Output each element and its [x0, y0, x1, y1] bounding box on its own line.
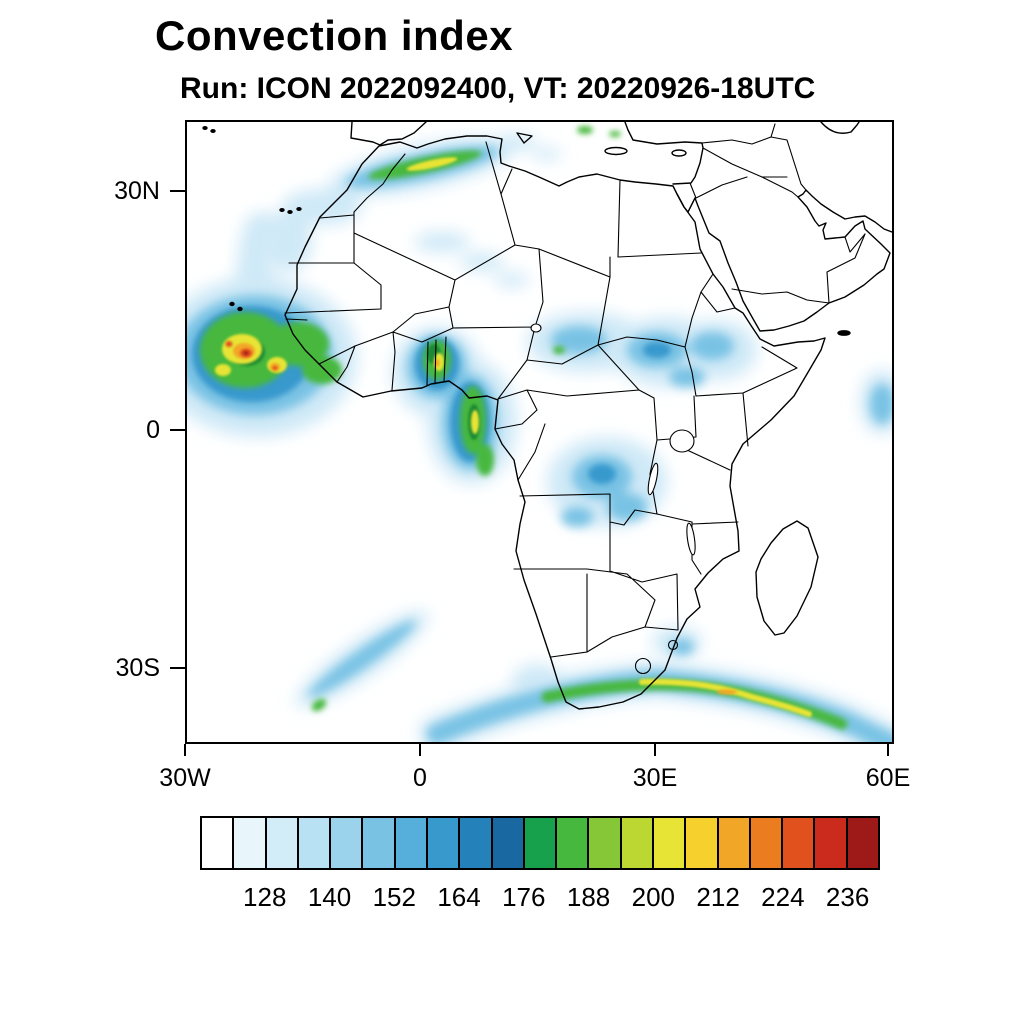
x-tick-mark-30E	[654, 744, 656, 756]
arabia-coastline	[676, 189, 892, 332]
colorbar-tick-label: 164	[437, 882, 481, 912]
colorbar-cell	[234, 818, 267, 868]
lakes	[530, 323, 696, 556]
y-tick-mark-0	[170, 429, 185, 431]
colorbar-cell	[750, 818, 784, 868]
colorbar-cell	[783, 818, 816, 868]
map-plot-area	[185, 120, 894, 744]
atlantic-indian-islands	[202, 125, 851, 336]
colorbar-tick-label: 200	[631, 882, 676, 912]
y-tick-mark-30S	[170, 667, 185, 669]
colorbar-cell	[524, 818, 558, 868]
colorbar-tick-label: 212	[696, 882, 740, 912]
colorbar-tick-label: 188	[566, 882, 611, 912]
y-tick-label-30S: 30S	[115, 654, 160, 682]
x-tick-label-30W: 30W	[159, 764, 211, 792]
convection-dark-red	[243, 351, 249, 355]
africa-coastline	[284, 135, 826, 710]
colorbar-cell	[815, 818, 848, 868]
y-tick-mark-30N	[170, 190, 185, 192]
enclave-borders	[634, 639, 679, 675]
country-borders-africa	[284, 141, 798, 658]
x-tick-mark-30W	[184, 744, 186, 756]
colorbar-cell	[492, 818, 525, 868]
colorbar-cell	[266, 818, 299, 868]
y-tick-label-30N: 30N	[114, 177, 160, 205]
x-tick-mark-60E	[887, 744, 889, 756]
colorbar-cell	[653, 818, 687, 868]
x-tick-label-0: 0	[413, 764, 427, 792]
colorbar-tick-label: 152	[372, 882, 416, 912]
colorbar-cell	[718, 818, 751, 868]
colorbar-cell	[686, 818, 719, 868]
colorbar-cell	[427, 818, 461, 868]
colorbar-tick-label: 140	[307, 882, 352, 912]
x-tick-mark-0	[419, 744, 421, 756]
colorbar-cell	[331, 818, 364, 868]
page-title: Convection index	[155, 12, 514, 59]
colorbar-cell	[363, 818, 396, 868]
y-tick-label-0: 0	[146, 416, 160, 444]
colorbar	[200, 816, 880, 870]
caspian-coastline	[820, 122, 860, 134]
colorbar-cell	[589, 818, 622, 868]
colorbar-cell	[202, 818, 235, 868]
colorbar-tick-label: 224	[761, 882, 805, 912]
colorbar-cell	[847, 818, 878, 868]
x-tick-label-30E: 30E	[632, 764, 678, 792]
mediterranean-islands	[516, 132, 687, 157]
run-valid-time-subtitle: Run: ICON 2022092400, VT: 20220926-18UTC	[180, 72, 816, 105]
colorbar-cell	[621, 818, 654, 868]
x-tick-label-60E: 60E	[865, 764, 911, 792]
colorbar-tick-label: 128	[243, 882, 287, 912]
convection-yellow-band	[639, 678, 812, 717]
colorbar-cell	[298, 818, 332, 868]
colorbar-cell	[557, 818, 590, 868]
colorbar-cell	[460, 818, 493, 868]
convection-field	[187, 126, 892, 742]
iberia-coastline	[350, 122, 427, 146]
colorbar-tick-label: 176	[502, 882, 546, 912]
colorbar-cell	[395, 818, 428, 868]
africa-map-svg	[187, 122, 892, 742]
colorbar-labels: 128 140 152 164 176 188 200 212 224 236	[200, 882, 880, 916]
madagascar-coastline	[755, 520, 819, 636]
country-borders-middle-east	[689, 123, 866, 304]
colorbar-tick-label: 236	[825, 882, 870, 912]
levant-turkey-coastline	[624, 122, 704, 185]
